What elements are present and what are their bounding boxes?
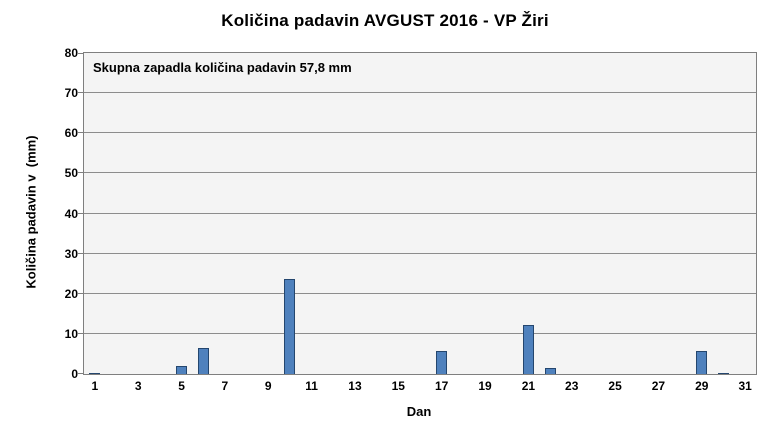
x-tick-label-21: 21 — [521, 379, 536, 393]
y-tick-label-50: 50 — [64, 166, 78, 181]
x-tick-label-11: 11 — [305, 379, 318, 393]
x-tick-label-29: 29 — [695, 379, 709, 393]
x-tick-label-31: 31 — [738, 379, 752, 393]
gridline-y-60 — [84, 132, 756, 134]
gridline-y-70 — [84, 92, 756, 94]
total-precipitation-annotation: Skupna zapadla količina padavin 57,8 mm — [93, 60, 352, 75]
y-axis-title: Količina padavin v (mm) — [23, 135, 39, 289]
x-axis-title: Dan — [406, 404, 432, 419]
y-tick-label-10: 10 — [64, 326, 78, 341]
gridline-y-10 — [84, 332, 756, 334]
bar-day-1 — [89, 373, 100, 374]
y-tick-label-40: 40 — [64, 206, 78, 221]
bar-day-21 — [523, 325, 534, 374]
bar-day-10 — [284, 279, 295, 374]
x-tick-label-17: 17 — [434, 379, 449, 393]
y-tick-mark-20 — [78, 292, 83, 294]
x-tick-label-23: 23 — [565, 379, 579, 393]
y-tick-label-0: 0 — [71, 367, 78, 381]
gridline-y-20 — [84, 292, 756, 294]
y-tick-mark-50 — [78, 172, 83, 174]
y-tick-mark-80 — [78, 53, 83, 54]
y-tick-label-20: 20 — [64, 286, 78, 301]
y-tick-mark-40 — [78, 212, 83, 214]
x-tick-label-27: 27 — [651, 379, 666, 393]
x-tick-label-1: 1 — [91, 379, 99, 393]
x-tick-label-13: 13 — [348, 379, 362, 393]
y-tick-label-60: 60 — [64, 126, 78, 141]
x-tick-label-3: 3 — [134, 379, 142, 393]
x-tick-label-25: 25 — [608, 379, 622, 393]
x-tick-label-9: 9 — [264, 379, 272, 393]
x-tick-label-5: 5 — [178, 379, 185, 393]
y-tick-mark-0 — [78, 373, 83, 374]
y-tick-label-30: 30 — [64, 246, 78, 261]
chart-title: Količina padavin AVGUST 2016 - VP Žiri — [221, 11, 549, 30]
y-tick-mark-60 — [78, 132, 83, 134]
bar-day-29 — [696, 351, 707, 374]
gridline-y-50 — [84, 172, 756, 174]
y-tick-label-70: 70 — [64, 86, 78, 101]
bar-day-22 — [545, 368, 556, 374]
x-tick-label-15: 15 — [391, 379, 405, 393]
bar-day-5 — [176, 366, 187, 374]
y-tick-mark-70 — [78, 92, 83, 94]
x-tick-label-7: 7 — [221, 379, 229, 393]
y-tick-label-80: 80 — [64, 46, 78, 60]
gridline-y-30 — [84, 252, 756, 254]
plot-area: Skupna zapadla količina padavin 57,8 mm … — [65, 46, 757, 393]
bar-day-17 — [436, 351, 447, 374]
bar-day-6 — [198, 348, 209, 374]
gridline-y-40 — [84, 212, 756, 214]
y-tick-mark-10 — [78, 332, 83, 334]
bar-day-30 — [718, 373, 729, 374]
x-tick-label-19: 19 — [478, 379, 492, 393]
y-tick-mark-30 — [78, 252, 83, 254]
